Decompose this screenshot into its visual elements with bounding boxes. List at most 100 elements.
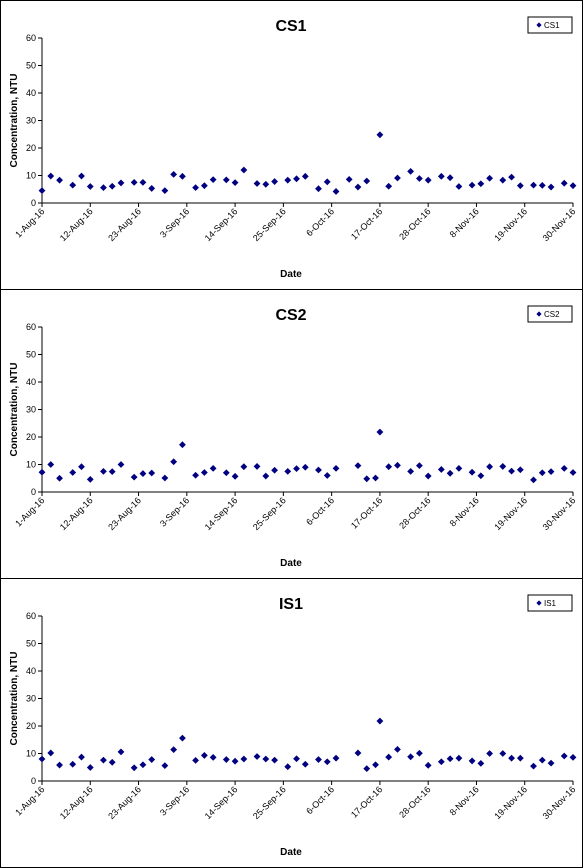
data-point [117,179,125,187]
data-point [569,182,577,190]
data-point [78,172,85,180]
x-tick-label: 17-Oct-16 [349,206,384,241]
data-point [560,752,568,760]
data-point [508,754,515,762]
data-point [323,178,331,186]
data-point [139,178,147,186]
data-point [148,185,156,192]
legend-box [527,305,573,323]
legend-label: IS1 [544,599,557,608]
x-tick-label: 25-Sep-16 [251,784,288,821]
data-point [222,756,230,763]
data-point [547,183,555,191]
data-point [38,755,46,763]
data-point [416,462,423,469]
data-point [240,755,248,763]
data-point [455,183,463,190]
data-point [100,467,107,475]
x-tick-label: 19-Nov-16 [492,206,529,243]
data-point [108,468,116,476]
data-point [376,428,384,436]
data-point [437,172,445,180]
x-tick-label: 8-Nov-16 [448,206,481,239]
x-tick-label: 3-Sep-16 [158,495,191,528]
y-tick-label: 60 [26,33,36,43]
data-point [47,172,55,180]
data-point [209,753,217,761]
data-point [394,461,401,469]
x-tick-label: 14-Sep-16 [203,206,240,243]
data-point [262,472,270,480]
data-point [209,464,217,472]
data-point [56,474,63,482]
data-point [424,472,432,480]
chart-title: CS2 [275,307,306,324]
data-point [192,184,199,191]
chart-cs2: CS2 0 10 20 30 40 50 60 1-Aug-16 12-Aug-16 23-Aug-… [9,305,577,569]
data-point [477,180,485,188]
data-point [161,474,169,482]
data-point [284,763,292,771]
legend: CS1 [527,16,573,34]
data-point [179,734,186,742]
y-tick-label: 50 [26,61,36,71]
x-tick-label: 17-Oct-16 [349,495,384,530]
data-point [372,761,379,769]
x-tick-label: 12-Aug-16 [58,784,95,821]
data-point [271,756,278,764]
data-point [78,753,85,761]
y-tick-label: 0 [31,198,36,208]
x-tick-label: 19-Nov-16 [492,784,529,821]
data-point [323,758,331,766]
data-point [170,746,178,754]
x-tick-label: 1-Aug-16 [13,784,46,817]
data-point [139,470,147,477]
x-tick-label: 14-Sep-16 [203,495,240,532]
data-point [499,176,507,184]
data-point [315,756,322,763]
data-point [179,172,186,180]
data-point [486,750,494,757]
x-tick-label: 3-Sep-16 [158,206,191,239]
data-point [560,464,568,472]
data-point [385,463,393,471]
data-point [332,464,340,472]
data-point [468,757,476,765]
x-tick-label: 1-Aug-16 [13,206,46,239]
data-point [38,187,46,195]
data-point [108,758,116,766]
x-axis-title: Date [280,269,302,280]
x-tick-label: 8-Nov-16 [448,495,481,528]
data-point [376,131,384,139]
x-tick-label: 14-Sep-16 [203,784,240,821]
data-point [372,474,379,482]
data-point [47,461,55,468]
data-point [486,463,494,471]
y-tick-label: 50 [26,350,36,360]
data-point [200,182,208,190]
data-point [117,461,125,468]
data-point [38,468,46,476]
data-point [301,760,309,768]
y-tick-label: 10 [26,460,36,470]
data-point [486,174,494,182]
x-tick-label: 12-Aug-16 [58,206,95,243]
data-point [468,468,476,476]
data-point [200,469,208,476]
data-point [86,475,94,483]
x-tick-label: 1-Aug-16 [13,495,46,528]
data-point [271,466,278,474]
x-tick-label: 25-Sep-16 [251,495,288,532]
data-point [240,166,248,174]
data-point [222,469,230,477]
y-tick-label: 0 [31,776,36,786]
data-point [100,756,107,764]
data-point [284,176,292,184]
data-point [437,466,445,473]
data-point [253,463,261,470]
data-point [231,472,239,480]
legend-box [527,594,573,612]
series-IS1 [38,717,577,773]
data-point [47,749,55,757]
data-point [301,463,309,471]
